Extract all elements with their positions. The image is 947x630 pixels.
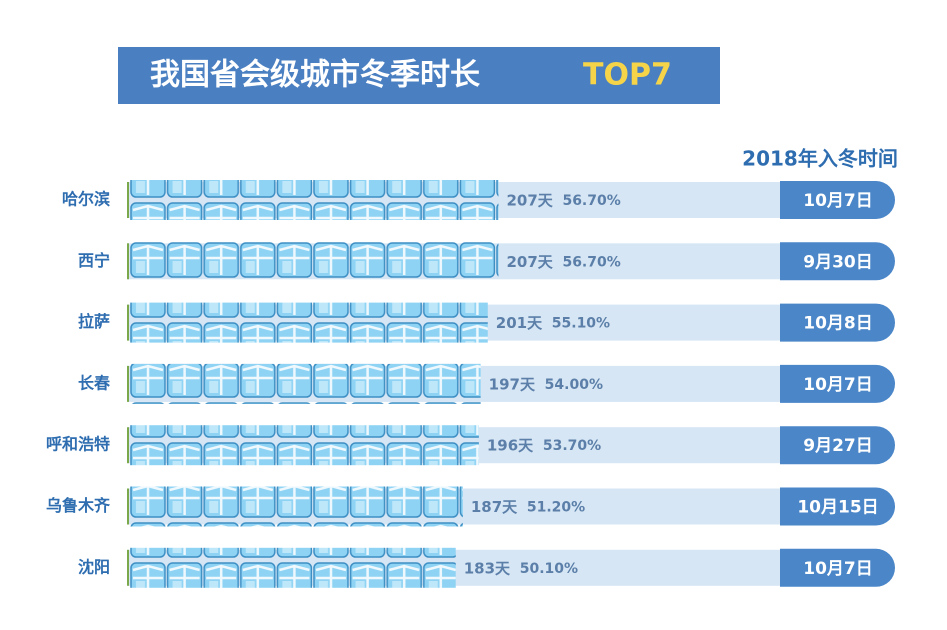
title-highlight: TOP7 <box>583 58 672 93</box>
date-pill <box>780 181 895 219</box>
bar <box>130 363 481 404</box>
bar <box>130 302 488 343</box>
share-label: 56.70% <box>562 193 620 209</box>
date-pill <box>780 487 895 526</box>
date-label: 10月7日 <box>803 191 873 211</box>
date-pill <box>780 426 895 465</box>
value-label: 207天 <box>506 253 553 271</box>
bar <box>130 425 479 466</box>
date-label: 10月8日 <box>803 314 873 334</box>
value-label: 201天 <box>496 314 543 332</box>
date-label: 10月7日 <box>803 375 873 395</box>
date-label: 9月30日 <box>803 252 873 272</box>
share-label: 53.70% <box>543 438 601 454</box>
date-label: 10月15日 <box>797 498 878 518</box>
value-label: 187天 <box>471 498 518 516</box>
bar <box>130 486 463 527</box>
date-pill <box>780 242 895 281</box>
bar <box>130 241 499 282</box>
share-label: 51.20% <box>527 500 585 516</box>
category-label: 乌鲁木齐 <box>46 496 111 515</box>
value-label: 196天 <box>487 437 534 455</box>
category-label: 沈阳 <box>78 557 110 576</box>
title-box <box>118 47 720 104</box>
category-label: 拉萨 <box>78 312 110 331</box>
value-label: 183天 <box>464 559 511 577</box>
category-label: 长春 <box>78 373 111 392</box>
date-pill <box>780 303 895 342</box>
share-label: 54.00% <box>545 377 603 393</box>
share-label: 50.10% <box>520 561 578 577</box>
value-label: 197天 <box>489 375 536 393</box>
date-label: 9月27日 <box>803 436 873 456</box>
share-label: 56.70% <box>562 254 620 270</box>
date-label: 10月7日 <box>803 559 873 579</box>
date-pill <box>780 548 895 587</box>
chart-title: 我国省会级城市冬季时长 <box>150 58 480 93</box>
bar <box>130 180 499 220</box>
share-label: 55.10% <box>552 316 610 332</box>
date-pill <box>780 364 895 403</box>
category-label: 哈尔滨 <box>62 190 110 209</box>
category-label: 西宁 <box>78 251 110 270</box>
category-label: 呼和浩特 <box>46 435 110 454</box>
value-label: 207天 <box>506 192 553 210</box>
date-header: 2018年入冬时间 <box>742 147 898 171</box>
bar <box>130 547 456 588</box>
